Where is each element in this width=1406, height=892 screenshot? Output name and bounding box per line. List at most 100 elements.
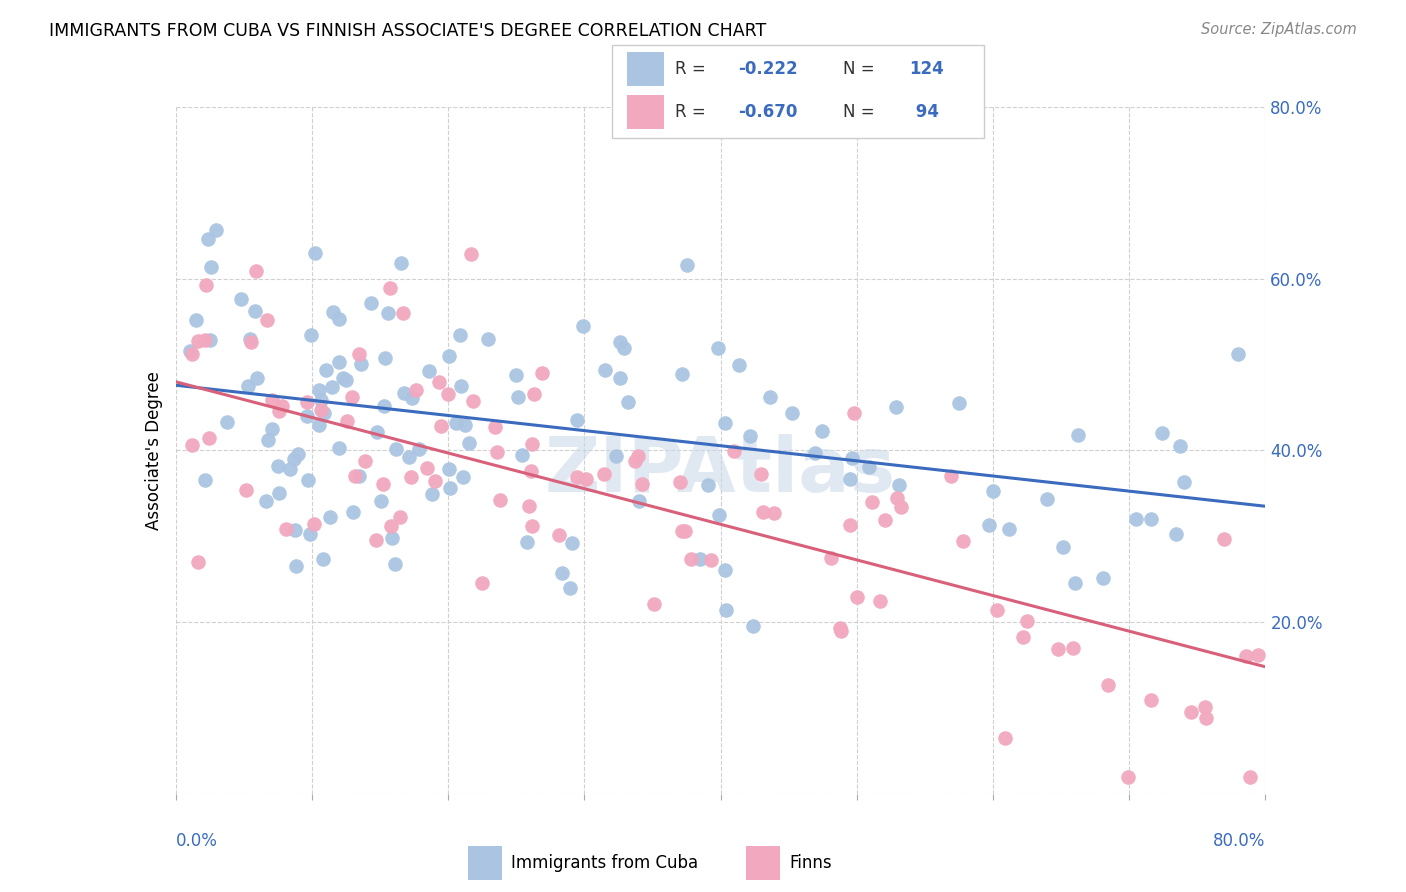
Point: [423, 474, 446, 488]
Point: [1168, 439, 1191, 453]
Point: [217, 415, 239, 429]
Point: [392, 385, 415, 400]
Point: [671, 524, 693, 539]
Point: [994, 731, 1017, 746]
Point: [366, 425, 388, 439]
Point: [486, 445, 509, 459]
Point: [742, 618, 765, 632]
Point: [605, 450, 627, 464]
Point: [256, 313, 278, 327]
Point: [377, 306, 399, 320]
Point: [522, 519, 544, 533]
Text: Source: ZipAtlas.com: Source: ZipAtlas.com: [1201, 22, 1357, 37]
Point: [948, 395, 970, 409]
Point: [246, 370, 269, 384]
Point: [461, 393, 484, 408]
Point: [673, 524, 696, 539]
Point: [1063, 575, 1085, 590]
Text: R =: R =: [675, 60, 711, 78]
Text: 80.0%: 80.0%: [1213, 831, 1265, 850]
Point: [314, 406, 336, 420]
Point: [471, 576, 494, 591]
Point: [389, 256, 412, 270]
Bar: [627, 95, 664, 129]
Point: [309, 393, 332, 408]
Point: [454, 418, 477, 433]
Point: [858, 459, 880, 474]
Point: [714, 416, 737, 430]
Point: [1011, 630, 1033, 644]
Point: [841, 451, 863, 466]
Point: [373, 400, 395, 414]
Point: [374, 351, 396, 366]
Point: [321, 380, 343, 394]
Point: [1062, 640, 1084, 655]
Point: [565, 413, 588, 427]
Point: [271, 400, 294, 414]
Point: [1213, 533, 1236, 547]
Point: [384, 557, 406, 571]
Point: [257, 433, 280, 447]
Point: [551, 566, 574, 580]
Point: [254, 494, 277, 508]
Text: -0.222: -0.222: [738, 60, 799, 78]
Point: [510, 448, 533, 462]
Point: [1097, 678, 1119, 692]
Point: [1091, 570, 1114, 584]
Point: [269, 404, 291, 418]
Point: [460, 246, 482, 260]
Text: IMMIGRANTS FROM CUBA VS FINNISH ASSOCIATE'S DEGREE CORRELATION CHART: IMMIGRANTS FROM CUBA VS FINNISH ASSOCIAT…: [49, 22, 766, 40]
Point: [520, 437, 543, 451]
Point: [401, 391, 423, 405]
Point: [385, 442, 408, 456]
Point: [839, 518, 862, 533]
Point: [187, 555, 209, 569]
Point: [804, 446, 827, 460]
Point: [328, 355, 350, 369]
Point: [714, 563, 737, 577]
Point: [1173, 475, 1195, 489]
Point: [738, 429, 761, 443]
Point: [437, 386, 460, 401]
Point: [531, 366, 554, 380]
Point: [723, 444, 745, 458]
Point: [707, 341, 730, 355]
Point: [322, 305, 344, 319]
Point: [399, 470, 422, 484]
Point: [862, 495, 884, 509]
Point: [1036, 491, 1059, 506]
Y-axis label: Associate's Degree: Associate's Degree: [145, 371, 163, 530]
Point: [328, 312, 350, 326]
Point: [1195, 711, 1218, 725]
Bar: [468, 846, 502, 880]
Text: ZIPAtlas: ZIPAtlas: [546, 434, 896, 508]
Point: [609, 334, 631, 349]
Point: [547, 527, 569, 541]
Point: [302, 516, 325, 531]
Point: [187, 334, 209, 349]
Text: N =: N =: [842, 103, 880, 121]
Point: [378, 281, 401, 295]
Point: [287, 447, 309, 461]
Point: [1239, 770, 1261, 784]
Point: [449, 327, 471, 342]
Point: [505, 368, 527, 382]
Point: [1226, 347, 1249, 361]
Point: [458, 435, 481, 450]
Point: [200, 260, 222, 274]
Point: [952, 533, 974, 548]
Point: [1247, 648, 1270, 663]
Point: [193, 333, 215, 347]
Point: [887, 478, 910, 492]
Point: [418, 364, 440, 378]
Text: -0.670: -0.670: [738, 103, 797, 121]
Point: [668, 475, 690, 489]
Point: [631, 477, 654, 491]
Point: [1116, 770, 1139, 784]
Point: [886, 491, 908, 505]
Point: [1180, 705, 1202, 719]
Point: [180, 438, 202, 452]
Point: [1046, 642, 1069, 657]
Point: [360, 296, 382, 310]
Point: [427, 375, 450, 389]
